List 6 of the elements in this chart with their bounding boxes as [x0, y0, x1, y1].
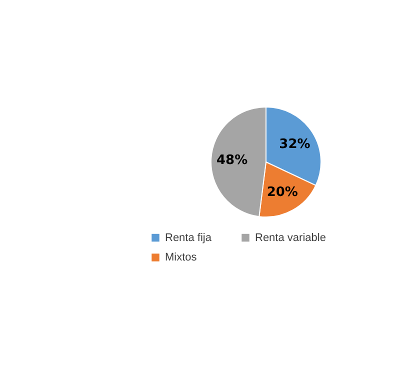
legend-label: Renta fija: [165, 232, 212, 244]
data-label: 48%: [216, 152, 248, 168]
legend-label: Mixtos: [165, 252, 198, 264]
data-label: 32%: [279, 136, 310, 152]
data-label: 20%: [266, 184, 298, 200]
legend-label: Renta variable: [255, 232, 326, 244]
